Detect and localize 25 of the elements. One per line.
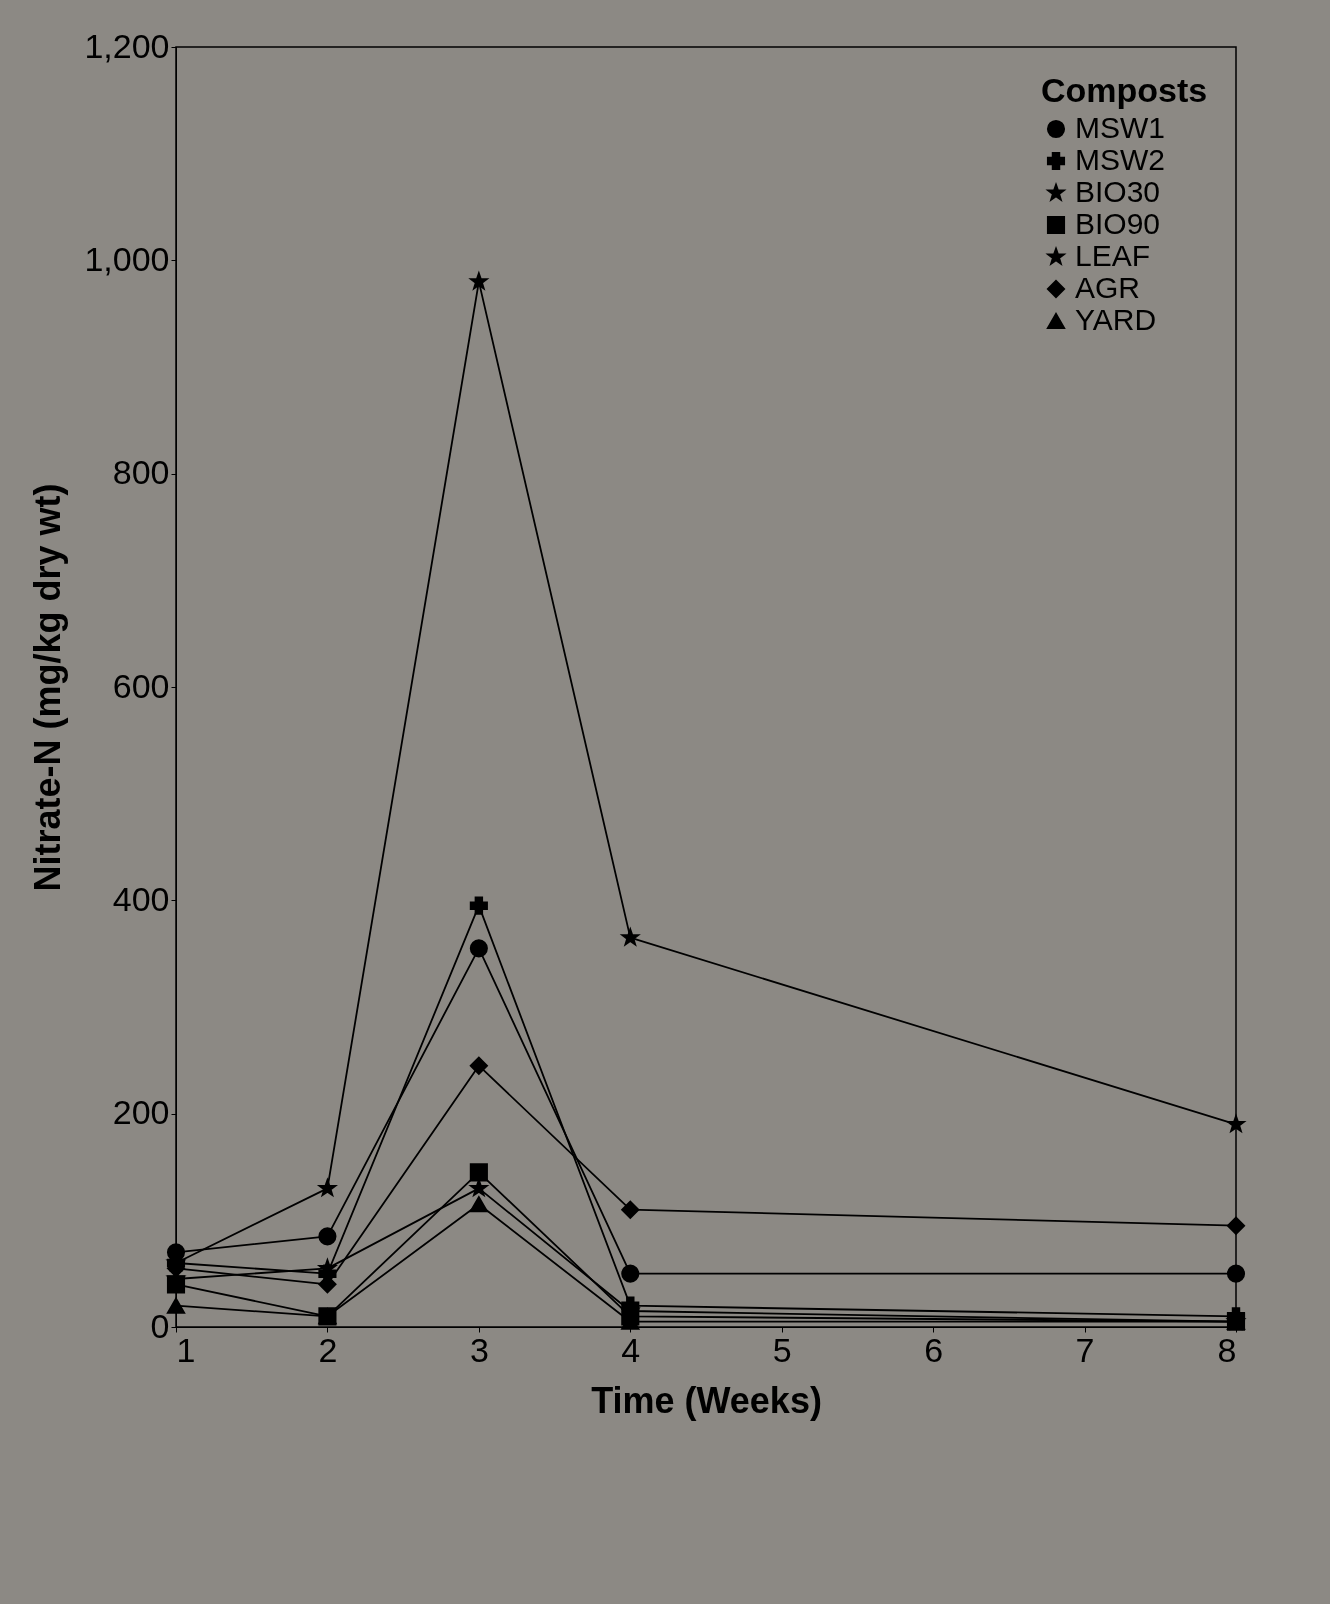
legend-label: YARD [1075, 303, 1157, 336]
y-axis-title: Nitrate-N (mg/kg dry wt) [27, 483, 69, 892]
x-axis-title: Time (Weeks) [591, 1379, 822, 1421]
x-tick-label: 3 [469, 1330, 489, 1369]
legend-title: Composts [1041, 71, 1208, 109]
y-tick-label: 800 [112, 453, 170, 492]
legend-label: AGR [1075, 271, 1141, 304]
legend-label: BIO30 [1075, 175, 1161, 208]
y-tick-label: 200 [112, 1093, 170, 1132]
legend-label: MSW2 [1075, 143, 1165, 176]
x-tick-label: 7 [1075, 1330, 1095, 1369]
y-tick-label: 1,000 [84, 239, 170, 278]
legend-label: LEAF [1075, 239, 1151, 272]
legend-label: MSW1 [1075, 111, 1165, 144]
y-tick-label: 0 [150, 1306, 170, 1345]
y-tick-label: 1,200 [84, 26, 170, 65]
legend-label: BIO90 [1075, 207, 1161, 240]
x-tick-label: 4 [621, 1330, 641, 1369]
y-tick-label: 400 [112, 879, 170, 918]
x-tick-label: 1 [176, 1330, 196, 1369]
x-tick-label: 6 [924, 1330, 944, 1369]
x-tick-label: 5 [772, 1330, 792, 1369]
x-tick-label: 8 [1217, 1330, 1237, 1369]
x-tick-label: 2 [318, 1330, 338, 1369]
y-tick-label: 600 [112, 666, 170, 705]
